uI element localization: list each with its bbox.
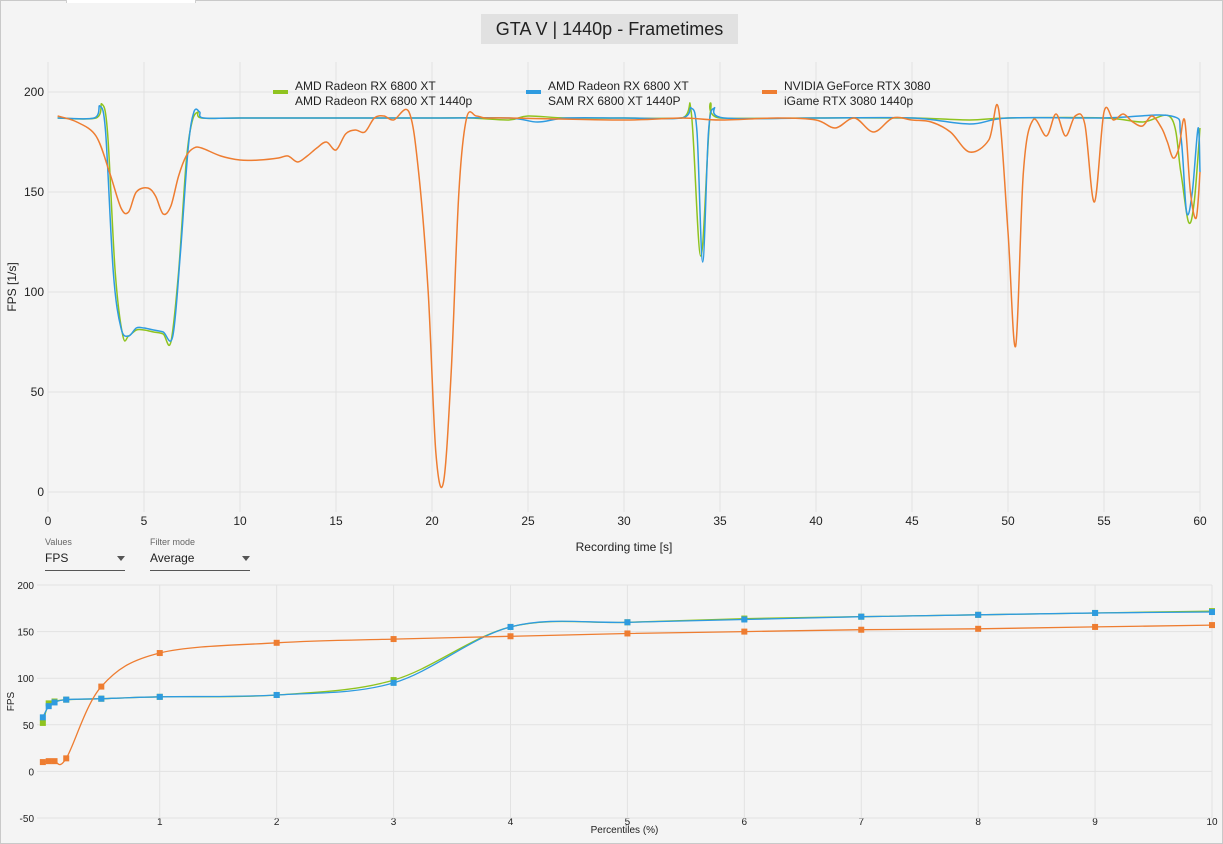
- data-point: [45, 758, 52, 765]
- x-tick-label: 2: [274, 817, 280, 828]
- x-tick-label: 45: [905, 514, 919, 528]
- x-tick-label: 8: [975, 817, 981, 828]
- x-tick-label: 60: [1193, 514, 1207, 528]
- data-point: [273, 691, 280, 698]
- x-tick-label: 40: [809, 514, 823, 528]
- dropdown-underline: [45, 570, 125, 571]
- data-point: [1092, 623, 1099, 630]
- x-tick-label: 20: [425, 514, 439, 528]
- y-axis-title: FPS: [6, 691, 17, 711]
- series-line: [57, 104, 1201, 489]
- y-tick-label: 0: [37, 485, 44, 499]
- data-point: [1209, 622, 1215, 629]
- y-tick-label: 100: [17, 674, 34, 685]
- chart-title: GTA V | 1440p - Frametimes: [481, 14, 738, 44]
- x-tick-label: 30: [617, 514, 631, 528]
- x-axis-title: Recording time [s]: [576, 540, 673, 554]
- data-point: [156, 650, 163, 657]
- data-point: [1092, 609, 1099, 616]
- x-tick-label: 10: [1206, 817, 1218, 828]
- data-point: [39, 759, 46, 766]
- x-tick-label: 50: [1001, 514, 1015, 528]
- series-line: [57, 105, 1201, 342]
- x-tick-label: 5: [141, 514, 148, 528]
- legend-label: AMD Radeon RX 6800 XT: [295, 79, 436, 93]
- frametimes-chart: 0 5 10 15 20 25 30 35 40 45 50 55 60 0 50 100 150 200 Reco…: [5, 62, 1207, 554]
- data-point: [39, 714, 46, 721]
- x-tick-label: 6: [742, 817, 748, 828]
- filter-mode-dropdown-label: Filter mode: [150, 537, 196, 547]
- y-tick-label: 200: [17, 581, 34, 592]
- values-dropdown-value: FPS: [45, 551, 69, 565]
- data-point: [1209, 609, 1215, 616]
- x-tick-label: 5: [625, 817, 631, 828]
- x-tick-label: 4: [508, 817, 514, 828]
- legend-label: AMD Radeon RX 6800 XT: [548, 79, 689, 93]
- data-point: [858, 626, 865, 633]
- y-axis-title: FPS [1/s]: [5, 262, 19, 311]
- legend-swatch: [762, 90, 777, 94]
- y-tick-label: 50: [31, 385, 45, 399]
- data-point: [624, 630, 631, 637]
- data-point: [624, 619, 631, 626]
- x-tick-label: 35: [713, 514, 727, 528]
- x-tick-label: 10: [233, 514, 247, 528]
- y-tick-label: -50: [20, 814, 35, 825]
- x-axis-title: Percentiles (%): [591, 825, 659, 836]
- data-point: [975, 611, 982, 618]
- legend-label: NVIDIA GeForce RTX 3080: [784, 79, 931, 93]
- x-tick-label: 7: [858, 817, 864, 828]
- y-tick-label: 0: [28, 767, 34, 778]
- values-dropdown-label: Values: [45, 537, 72, 547]
- data-point: [273, 639, 280, 646]
- data-point: [390, 636, 397, 643]
- y-tick-label: 50: [23, 721, 35, 732]
- data-point: [51, 699, 58, 706]
- filter-mode-dropdown[interactable]: Filter mode Average: [150, 537, 250, 573]
- values-dropdown[interactable]: Values FPS: [45, 537, 125, 573]
- x-tick-label: 55: [1097, 514, 1111, 528]
- data-point: [507, 633, 514, 640]
- y-tick-label: 150: [17, 628, 34, 639]
- y-tick-label: 200: [24, 85, 44, 99]
- x-tick-label: 0: [45, 514, 52, 528]
- legend-label: AMD Radeon RX 6800 XT 1440p: [295, 94, 473, 108]
- data-point: [156, 693, 163, 700]
- filter-mode-dropdown-value: Average: [150, 551, 195, 565]
- chevron-down-icon: [242, 556, 250, 561]
- chevron-down-icon: [117, 556, 125, 561]
- data-point: [507, 623, 514, 630]
- data-point: [741, 628, 748, 635]
- legend-label: iGame RTX 3080 1440p: [784, 94, 914, 108]
- data-point: [98, 683, 105, 690]
- data-point: [39, 719, 46, 726]
- data-point: [51, 758, 58, 765]
- x-tick-label: 25: [521, 514, 535, 528]
- x-tick-label: 1: [157, 817, 163, 828]
- data-point: [63, 755, 70, 762]
- y-tick-label: 150: [24, 185, 44, 199]
- data-point: [975, 625, 982, 632]
- x-tick-label: 15: [329, 514, 343, 528]
- data-point: [45, 703, 52, 710]
- data-point: [741, 616, 748, 623]
- legend-label: SAM RX 6800 XT 1440P: [548, 94, 681, 108]
- tab-strip: [0, 0, 1223, 3]
- x-tick-label: 3: [391, 817, 397, 828]
- legend-swatch: [273, 90, 288, 94]
- y-tick-label: 100: [24, 285, 44, 299]
- data-point: [63, 696, 70, 703]
- x-tick-label: 9: [1092, 817, 1098, 828]
- dropdown-underline: [150, 570, 250, 571]
- data-point: [390, 679, 397, 686]
- data-point: [858, 613, 865, 620]
- legend-swatch: [526, 90, 541, 94]
- tab-frametimes[interactable]: [66, 0, 196, 3]
- data-point: [98, 695, 105, 702]
